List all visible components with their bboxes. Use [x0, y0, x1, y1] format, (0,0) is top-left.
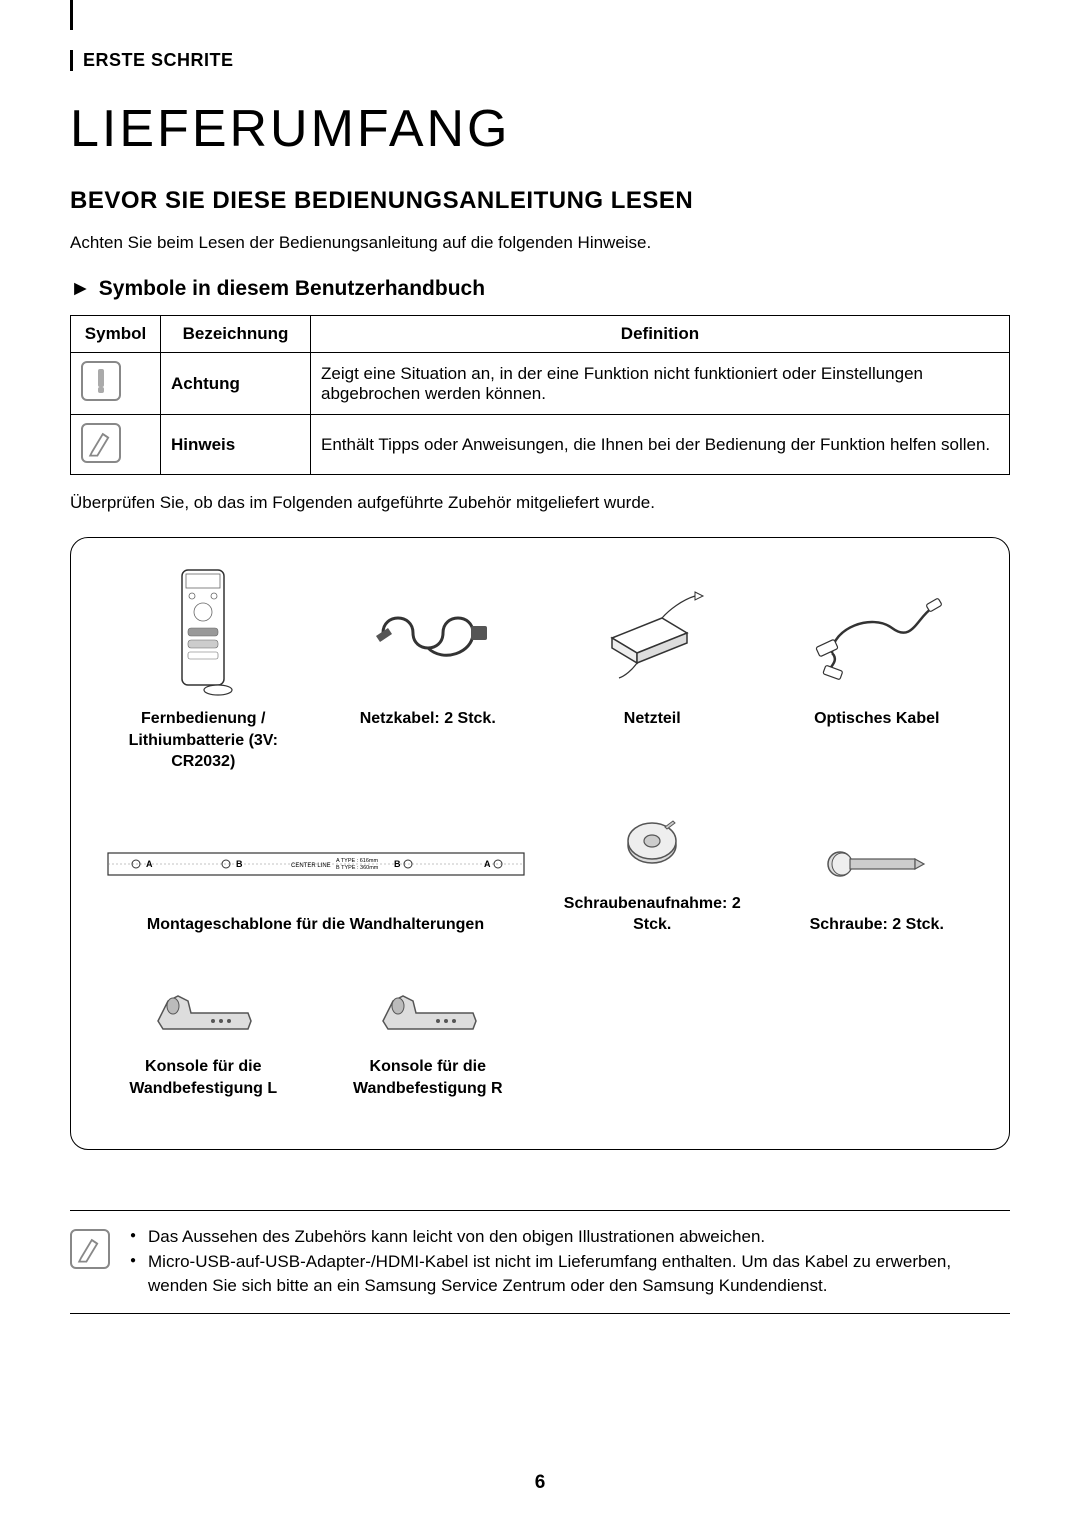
svg-text:B: B	[394, 859, 401, 869]
accessory-label: Optisches Kabel	[771, 708, 984, 730]
accessories-row: Fernbedienung / Lithiumbatterie (3V: CR2…	[91, 558, 989, 783]
table-header-row: Symbol Bezeichnung Definition	[71, 316, 1010, 353]
accessory-item-screw-holder: Schraubenaufnahme: 2 Stck.	[540, 793, 765, 946]
note-icon	[70, 1229, 110, 1269]
svg-text:A TYPE : 616mm: A TYPE : 616mm	[336, 858, 379, 864]
accessories-row: A B CENTER LINE A TYPE : 616mm B TYPE : …	[91, 793, 989, 946]
svg-text:A: A	[146, 859, 153, 869]
template-illustration: A B CENTER LINE A TYPE : 616mm B TYPE : …	[97, 824, 534, 904]
svg-text:CENTER LINE: CENTER LINE	[291, 863, 331, 869]
svg-text:B TYPE : 360mm: B TYPE : 360mm	[336, 865, 379, 871]
screw-holder-illustration	[546, 803, 759, 883]
symbol-cell-caution	[71, 353, 161, 415]
bracket-right-illustration	[322, 966, 535, 1046]
top-margin-marker	[70, 0, 73, 30]
accessory-label: Schraube: 2 Stck.	[771, 914, 984, 936]
accessories-row: Konsole für die Wandbefestigung L Konsol…	[91, 956, 989, 1109]
name-cell: Achtung	[161, 353, 311, 415]
name-cell: Hinweis	[161, 415, 311, 475]
breadcrumb: ERSTE SCHRITE	[70, 50, 1010, 71]
optical-cable-illustration	[771, 568, 984, 698]
accessory-item-bracket-right: Konsole für die Wandbefestigung R	[316, 956, 541, 1109]
arrow-icon: ►	[70, 277, 91, 301]
accessory-item-power-cable: Netzkabel: 2 Stck.	[316, 558, 541, 783]
symbols-table: Symbol Bezeichnung Definition Achtung Ze…	[70, 315, 1010, 475]
svg-text:A: A	[484, 859, 491, 869]
accessory-label: Netzkabel: 2 Stck.	[322, 708, 535, 730]
accessory-item-screw: Schraube: 2 Stck.	[765, 814, 990, 946]
note-icon	[81, 423, 121, 463]
caution-icon	[81, 361, 121, 401]
power-supply-illustration	[546, 568, 759, 698]
header-definition: Definition	[311, 316, 1010, 353]
accessory-label: Konsole für die Wandbefestigung L	[97, 1056, 310, 1099]
note-item: Micro-USB-auf-USB-Adapter-/HDMI-Kabel is…	[130, 1250, 1010, 1299]
accessory-item-remote: Fernbedienung / Lithiumbatterie (3V: CR2…	[91, 558, 316, 783]
table-row: Hinweis Enthält Tipps oder Anweisungen, …	[71, 415, 1010, 475]
intro-text: Achten Sie beim Lesen der Bedienungsanle…	[70, 233, 1010, 253]
power-cable-illustration	[322, 568, 535, 698]
screw-illustration	[771, 824, 984, 904]
notes-text-column: Das Aussehen des Zubehörs kann leicht vo…	[130, 1225, 1010, 1299]
note-item: Das Aussehen des Zubehörs kann leicht vo…	[130, 1225, 1010, 1250]
accessory-label: Konsole für die Wandbefestigung R	[322, 1056, 535, 1099]
accessory-label: Schraubenaufnahme: 2 Stck.	[546, 893, 759, 936]
accessory-item-optical-cable: Optisches Kabel	[765, 558, 990, 783]
section-heading-text: Symbole in diesem Benutzerhandbuch	[99, 277, 485, 300]
svg-text:B: B	[236, 859, 243, 869]
remote-illustration	[97, 568, 310, 698]
accessory-label: Fernbedienung / Lithiumbatterie (3V: CR2…	[97, 708, 310, 773]
header-symbol: Symbol	[71, 316, 161, 353]
accessory-item-template: A B CENTER LINE A TYPE : 616mm B TYPE : …	[91, 814, 540, 946]
accessory-item-bracket-left: Konsole für die Wandbefestigung L	[91, 956, 316, 1109]
definition-cell: Zeigt eine Situation an, in der eine Fun…	[311, 353, 1010, 415]
accessory-label: Montageschablone für die Wandhalterungen	[97, 914, 534, 936]
page-title: LIEFERUMFANG	[70, 99, 1010, 159]
header-name: Bezeichnung	[161, 316, 311, 353]
accessories-box: Fernbedienung / Lithiumbatterie (3V: CR2…	[70, 537, 1010, 1150]
notes-section: Das Aussehen des Zubehörs kann leicht vo…	[70, 1210, 1010, 1314]
page-subtitle: BEVOR SIE DIESE BEDIENUNGSANLEITUNG LESE…	[70, 187, 1010, 215]
table-row: Achtung Zeigt eine Situation an, in der …	[71, 353, 1010, 415]
page-number: 6	[535, 1472, 546, 1494]
symbol-cell-note	[71, 415, 161, 475]
section-heading: ► Symbole in diesem Benutzerhandbuch	[70, 277, 1010, 301]
check-accessories-text: Überprüfen Sie, ob das im Folgenden aufg…	[70, 493, 1010, 513]
notes-icon-column	[70, 1225, 130, 1299]
definition-cell: Enthält Tipps oder Anweisungen, die Ihne…	[311, 415, 1010, 475]
accessory-label: Netzteil	[546, 708, 759, 730]
accessory-item-power-supply: Netzteil	[540, 558, 765, 783]
bracket-left-illustration	[97, 966, 310, 1046]
